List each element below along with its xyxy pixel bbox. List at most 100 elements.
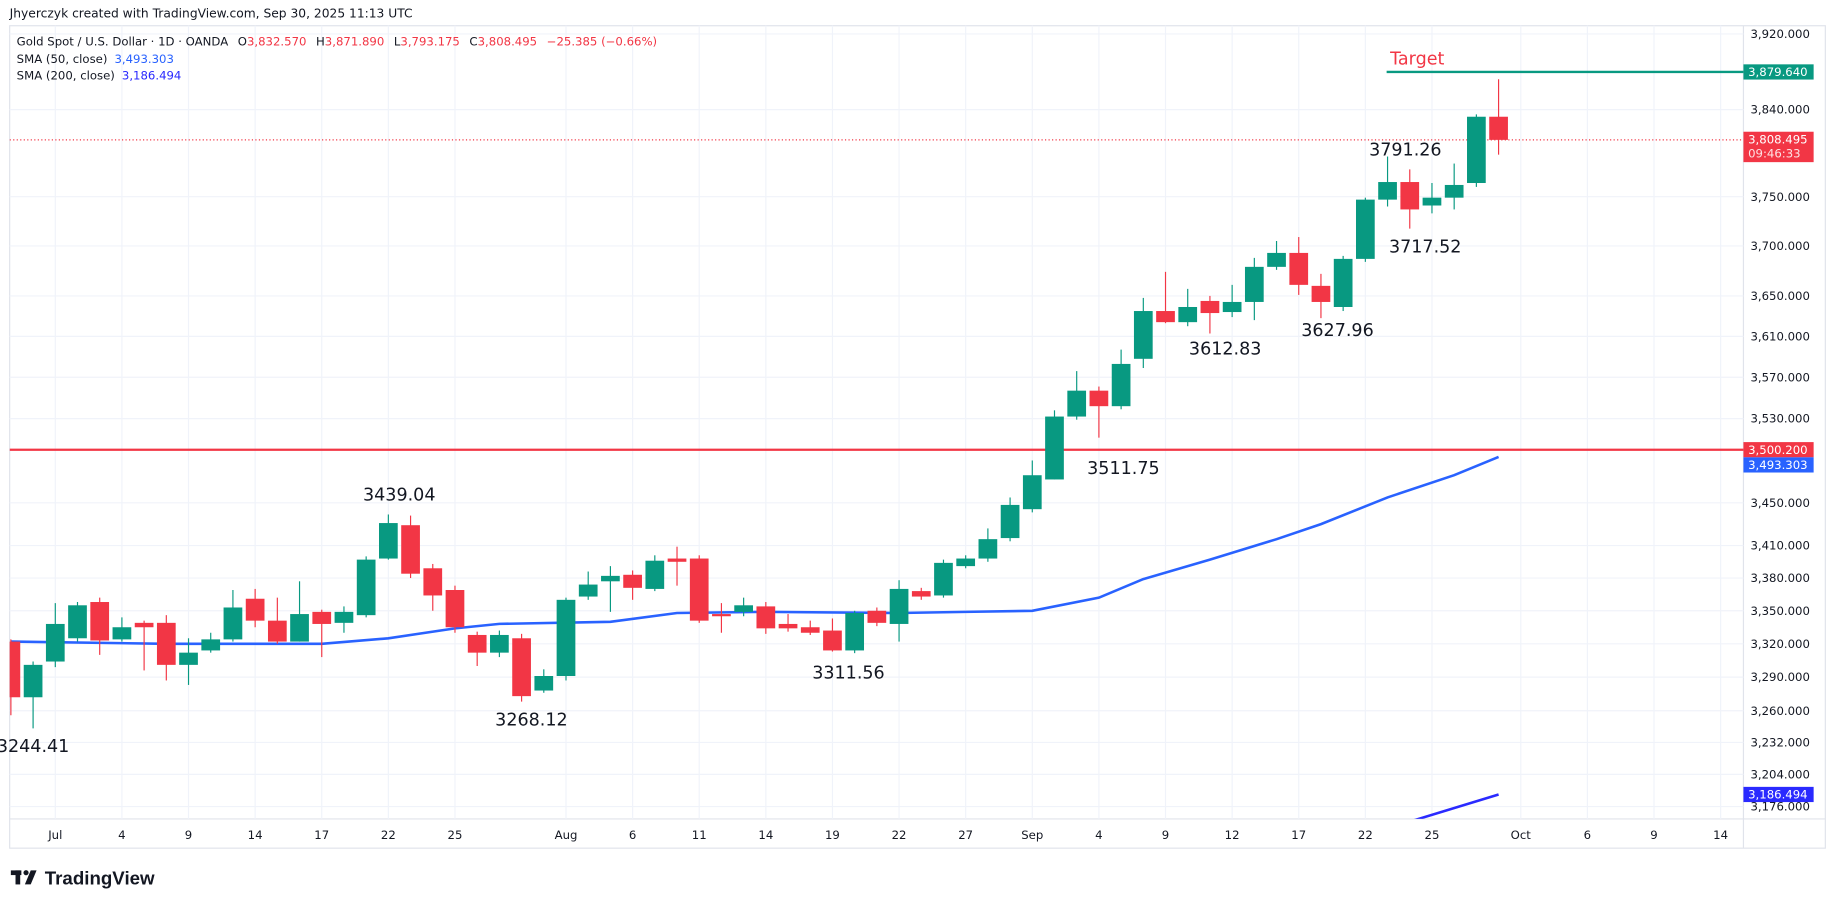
y-tick-label: 3,204.000 [1750, 767, 1809, 781]
candle-body [667, 558, 687, 562]
candle [1222, 284, 1242, 318]
chart-frame [9, 25, 1826, 849]
candle-body [889, 588, 909, 624]
sma200-line [1414, 793, 1499, 819]
candle [267, 597, 287, 644]
svg-text:3,879.640: 3,879.640 [1748, 65, 1807, 79]
svg-text:3,808.495: 3,808.495 [1748, 132, 1807, 146]
candle-body [401, 525, 420, 574]
y-tick-label: 3,410.000 [1750, 539, 1809, 553]
candle [1444, 163, 1464, 210]
tradingview-logo-icon [10, 870, 37, 885]
candle [867, 607, 887, 627]
candle-body [1111, 363, 1131, 407]
candle-body [90, 602, 110, 641]
time-axis[interactable]: Jul 4 9 14 17 22 25 Aug 6 11 14 19 22 27 Sep 4 9 12 17 22 25… [47, 828, 1728, 842]
candle [445, 585, 465, 633]
candle-body [1311, 285, 1331, 302]
candle-body [179, 652, 198, 665]
candle-body [578, 584, 598, 597]
candle [45, 603, 65, 668]
candle-body [334, 611, 354, 623]
x-tick-label: 25 [1425, 828, 1440, 842]
candles [9, 79, 1508, 729]
candle-body [1467, 116, 1486, 184]
candle-body [601, 575, 620, 582]
price-axis[interactable]: 3,920.000 3,840.000 3,750.000 3,700.000 3,65… [1750, 27, 1809, 814]
candle [1045, 410, 1064, 480]
candle [1089, 386, 1109, 438]
legend-sma200[interactable]: SMA (200, close) 3,186.494 [17, 69, 182, 83]
annotation-low: 3717.52 [1389, 238, 1462, 258]
candle [534, 669, 554, 693]
candle [1000, 497, 1020, 542]
svg-text:3,186.494: 3,186.494 [1748, 788, 1807, 802]
candle-body [1200, 300, 1220, 314]
candle-body [156, 622, 176, 665]
candle [1067, 371, 1087, 420]
candle-body [823, 630, 842, 651]
last-price-badge [1743, 131, 1814, 163]
candle [556, 597, 576, 681]
candle-body [201, 639, 221, 651]
y-tick-label: 3,232.000 [1750, 736, 1809, 750]
x-tick-label: 6 [629, 828, 636, 842]
candle [1400, 169, 1420, 229]
x-tick-label: 14 [1713, 828, 1728, 842]
y-tick-label: 3,840.000 [1750, 103, 1809, 117]
candle [1333, 255, 1353, 312]
legend-ohlc: Gold Spot / U.S. Dollar · 1D · OANDA O3,… [17, 35, 657, 49]
candle [512, 633, 531, 702]
x-tick-label: 9 [1650, 828, 1657, 842]
candle [1489, 79, 1508, 155]
candle-body [512, 638, 531, 697]
candle [1200, 295, 1220, 334]
candle-body [1089, 390, 1109, 407]
candle-body [911, 591, 931, 597]
x-tick-label: 9 [185, 828, 192, 842]
candle [379, 514, 398, 560]
candle-body [712, 614, 731, 617]
candle-body [1244, 266, 1264, 302]
candle-body [1156, 311, 1175, 323]
candle-body [1222, 301, 1242, 313]
y-tick-label: 3,176.000 [1750, 800, 1809, 814]
candle-body [1000, 504, 1020, 539]
y-tick-label: 3,610.000 [1750, 329, 1809, 343]
brand-name: TradingView [45, 867, 155, 888]
candle-body [623, 574, 642, 588]
candle [934, 559, 953, 598]
candle [712, 603, 731, 633]
candle [1267, 241, 1286, 270]
candle-body [379, 523, 398, 559]
y-tick-label: 3,350.000 [1750, 604, 1809, 618]
candle-body [467, 634, 487, 653]
credit-text: Jhyerczyk created with TradingView.com, … [9, 7, 413, 21]
candle-body [1178, 306, 1198, 323]
candle [179, 638, 198, 685]
y-tick-label: 3,650.000 [1750, 289, 1809, 303]
candle [9, 639, 21, 716]
candle [623, 570, 642, 600]
candle-body [534, 676, 554, 691]
candle [156, 615, 176, 681]
candle [667, 546, 687, 586]
candle [245, 588, 265, 628]
candle [978, 528, 998, 562]
candle-body [867, 610, 887, 623]
candle [1467, 114, 1486, 187]
annotation-low: 3627.96 [1301, 321, 1374, 341]
candle [334, 606, 354, 633]
x-tick-label: 14 [248, 828, 263, 842]
legend-sma50[interactable]: SMA (50, close) 3,493.303 [17, 52, 174, 66]
candle-body [45, 623, 65, 662]
annotation-low: 3612.83 [1189, 339, 1262, 359]
x-tick-label: 14 [758, 828, 773, 842]
candle [800, 620, 820, 635]
tradingview-logo[interactable]: TradingView [10, 867, 155, 888]
candle [756, 602, 776, 634]
candle [1311, 273, 1331, 319]
annotation-high: 3791.26 [1369, 141, 1442, 161]
x-tick-label: 12 [1225, 828, 1240, 842]
